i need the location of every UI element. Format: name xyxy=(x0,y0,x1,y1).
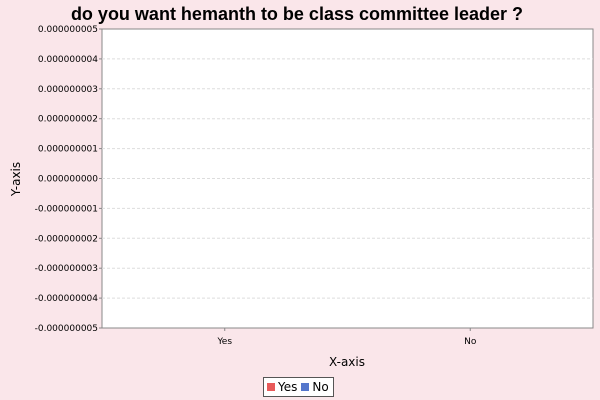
y-axis-label: Y-axis xyxy=(9,162,23,197)
x-tick-label: No xyxy=(464,337,477,347)
x-axis-ticks: Yes No xyxy=(216,328,477,347)
legend-label-no: No xyxy=(312,380,329,394)
y-tick-label: 0.000000000 xyxy=(38,175,98,185)
y-tick-label: -0.000000002 xyxy=(35,234,98,244)
y-tick-label: 0.000000004 xyxy=(38,55,98,65)
y-tick-label: 0.000000001 xyxy=(38,145,98,155)
chart-title: do you want hemanth to be class committe… xyxy=(71,4,523,24)
y-tick-label: -0.000000005 xyxy=(35,324,98,334)
y-axis-ticks: 0.000000005 0.000000004 0.000000003 0.00000… xyxy=(35,25,102,334)
legend-item-yes: Yes xyxy=(267,380,297,394)
gridlines xyxy=(102,58,593,299)
y-tick-label: -0.000000004 xyxy=(35,294,99,304)
legend-swatch-yes xyxy=(267,383,275,391)
y-tick-label: -0.000000001 xyxy=(35,204,98,214)
legend-swatch-no xyxy=(301,383,310,391)
x-axis-label: X-axis xyxy=(329,355,365,369)
y-tick-label: 0.000000003 xyxy=(38,85,98,95)
y-tick-label: -0.000000003 xyxy=(35,264,98,274)
legend: Yes No xyxy=(263,377,334,397)
x-tick-label: Yes xyxy=(216,337,232,347)
y-tick-label: 0.000000005 xyxy=(38,25,98,35)
legend-label-yes: Yes xyxy=(278,380,298,394)
y-tick-label: 0.000000002 xyxy=(38,115,98,125)
legend-item-no: No xyxy=(301,380,329,394)
